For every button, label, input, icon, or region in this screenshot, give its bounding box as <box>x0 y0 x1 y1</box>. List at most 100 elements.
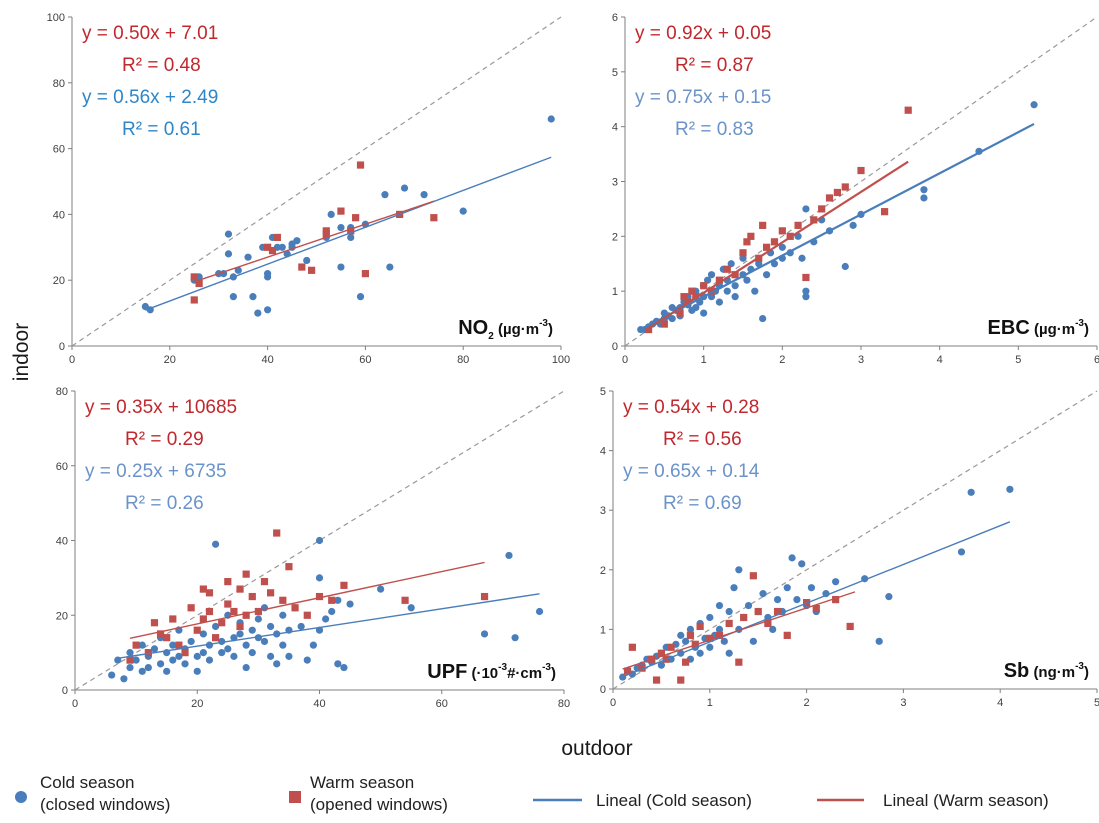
cold-point <box>744 601 753 610</box>
cold-point <box>181 660 189 668</box>
cold-point <box>920 194 928 202</box>
warm-point <box>187 604 195 612</box>
cold-point <box>1006 485 1014 493</box>
cold-point <box>242 641 250 649</box>
cold-point <box>193 667 201 675</box>
cold-point <box>150 645 159 653</box>
x-tick-label: 80 <box>457 354 469 366</box>
y-tick-label: 20 <box>56 610 68 622</box>
y-axis-title: indoor <box>10 323 33 381</box>
cold-point <box>798 254 806 262</box>
panel-label-unit: (ng·m <box>1033 664 1075 681</box>
x-tick-label: 80 <box>558 698 570 710</box>
x-tick-label: 60 <box>436 698 448 710</box>
legend-cold-marker <box>15 791 27 803</box>
warm-point <box>163 634 171 642</box>
cold-fit-line <box>640 122 1035 331</box>
cold-point <box>175 652 183 660</box>
warm-equation: y = 0.92x + 0.05 <box>635 23 771 44</box>
cold-point <box>229 293 237 301</box>
cold-point <box>807 584 816 592</box>
warm-point <box>352 214 360 222</box>
panel-label-superscript: -3 <box>1075 661 1084 672</box>
cold-point <box>163 667 171 675</box>
warm-point <box>682 658 690 666</box>
y-tick-label: 4 <box>600 446 606 458</box>
panel-label-main: NO <box>458 317 488 339</box>
x-tick-label: 20 <box>164 354 176 366</box>
legend-warm-fit-label: Lineal (Warm season) <box>883 791 1049 810</box>
x-tick-label: 5 <box>1015 354 1021 366</box>
warm-point <box>810 216 818 224</box>
cold-point <box>285 652 293 660</box>
x-tick-label: 0 <box>610 697 616 709</box>
warm-point <box>812 604 820 613</box>
cold-point <box>138 641 146 649</box>
warm-r2: R² = 0.48 <box>122 55 201 76</box>
panel-label-unit-end: ) <box>1084 321 1089 338</box>
cold-point <box>769 625 777 634</box>
warm-point <box>700 282 708 290</box>
cold-point <box>420 191 428 199</box>
cold-point <box>657 661 666 669</box>
cold-point <box>303 256 311 265</box>
warm-point <box>686 631 695 639</box>
warm-point <box>267 589 275 597</box>
cold-r2: R² = 0.83 <box>675 119 754 140</box>
y-tick-label: 80 <box>56 386 68 398</box>
cold-point <box>279 611 287 619</box>
cold-point <box>248 649 256 657</box>
cold-point <box>309 641 317 649</box>
panel-2: 0 1 2 3 4 5 6 0 1 2 3 4 5 6 y = 0.92x + 0.05 R² = 0.87 y… <box>612 12 1099 366</box>
panel-label-unit-end: #·cm <box>507 665 542 682</box>
cold-point <box>619 673 627 681</box>
cold-point <box>264 306 272 314</box>
cold-point <box>715 298 724 306</box>
legend-cold-fit-label: Lineal (Cold season) <box>596 791 752 810</box>
cold-point <box>267 622 275 631</box>
warm-point <box>667 643 675 651</box>
cold-point <box>707 293 716 301</box>
warm-point <box>628 643 636 651</box>
cold-point <box>264 273 272 281</box>
warm-point <box>731 271 739 279</box>
panel-label-unit: (·10 <box>471 665 498 682</box>
cold-point <box>778 243 786 251</box>
cold-point <box>138 667 146 675</box>
legend-cold-label-line2: (closed windows) <box>40 795 170 814</box>
cold-point <box>692 304 700 312</box>
cold-point <box>967 488 975 496</box>
warm-point <box>680 293 688 301</box>
warm-point <box>248 592 256 601</box>
cold-point <box>169 641 177 649</box>
cold-point <box>347 233 355 242</box>
warm-point <box>298 263 306 271</box>
panel-label-main: UPF <box>427 661 467 683</box>
cold-point <box>187 637 195 646</box>
cold-point <box>279 641 287 649</box>
cold-point <box>759 314 767 323</box>
cold-point <box>126 649 134 657</box>
x-tick-label: 40 <box>261 354 273 366</box>
warm-point <box>832 596 840 604</box>
cold-point <box>407 604 415 612</box>
warm-point <box>291 604 299 612</box>
cold-point <box>218 649 226 657</box>
cold-point <box>773 596 782 604</box>
cold-point <box>278 243 286 251</box>
cold-point <box>788 554 796 562</box>
panel-label-main: EBC <box>988 317 1030 339</box>
warm-fit-line <box>129 561 485 639</box>
cold-point <box>327 210 335 218</box>
cold-point <box>735 566 743 574</box>
cold-equation: y = 0.65x + 0.14 <box>623 461 760 482</box>
x-tick-label: 2 <box>804 697 810 709</box>
warm-fit-line <box>194 200 435 283</box>
x-tick-label: 20 <box>191 698 203 710</box>
cold-point <box>108 671 116 679</box>
cold-point <box>727 260 735 268</box>
cold-point <box>832 578 840 586</box>
warm-point <box>638 664 646 672</box>
